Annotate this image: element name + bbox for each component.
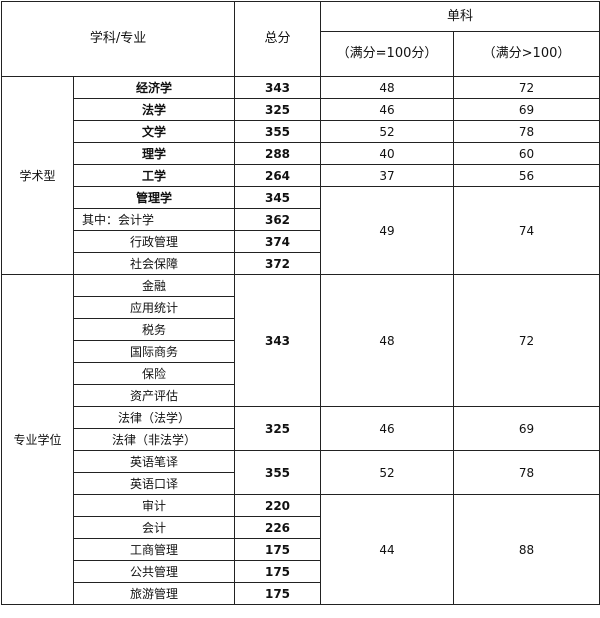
subject-cell: 旅游管理 (72, 582, 236, 605)
category-cell: 学术型 (1, 76, 74, 275)
subject-cell: 英语笔译 (72, 450, 236, 473)
total-cell: 175 (234, 582, 322, 605)
total-cell: 343 (234, 76, 322, 99)
score-100-cell: 40 (320, 142, 455, 165)
subject-cell: 文学 (72, 120, 236, 143)
total-cell: 288 (234, 142, 322, 165)
score-gt100-cell: 72 (453, 76, 600, 99)
subject-cell: 会计 (72, 516, 236, 539)
score-gt100-cell: 88 (453, 494, 600, 605)
total-cell: 325 (234, 406, 322, 451)
score-gt100-cell: 69 (453, 406, 600, 451)
subject-cell: 保险 (72, 362, 236, 385)
table-row: 法学 325 46 69 (2, 98, 600, 121)
table-row: 国际商务 (2, 340, 600, 363)
total-cell: 175 (234, 538, 322, 561)
table-row: 行政管理 374 (2, 230, 600, 253)
subject-cell: 公共管理 (72, 560, 236, 583)
table-row: 英语笔译 355 52 78 (2, 450, 600, 495)
table-row: 社会保障 372 (2, 252, 600, 275)
subject-cell: 工商管理 (72, 538, 236, 561)
subject-cell: 英语口译 (72, 472, 236, 495)
table-row: 审计 220 44 88 (2, 494, 600, 605)
score-100-cell: 44 (320, 494, 455, 605)
total-cell: 220 (234, 494, 322, 517)
table-row: 旅游管理 175 (2, 582, 600, 605)
score-gt100-cell: 56 (453, 164, 600, 187)
score-100-cell: 52 (320, 120, 455, 143)
header-subject: 学科/专业 (0, 1, 236, 77)
score-100-cell: 37 (320, 164, 455, 187)
subject-cell: 法律（法学） (72, 406, 236, 429)
header-single: 单科 (320, 0, 600, 33)
subject-cell: 审计 (72, 494, 236, 517)
table-row: 专业学位 金融 343 48 72 (1, 274, 600, 605)
subject-cell: 应用统计 (72, 296, 236, 319)
subject-cell: 国际商务 (72, 340, 236, 363)
score-100-cell: 48 (320, 274, 455, 407)
table-row: 会计 226 (2, 516, 600, 539)
category-cell: 专业学位 (1, 274, 74, 605)
subject-cell: 工学 (72, 164, 236, 187)
score-gt100-cell: 72 (453, 274, 600, 407)
score-100-cell: 52 (320, 450, 455, 495)
header-row: 学科/专业 总分 单科 (0, 0, 600, 77)
score-gt100-cell: 74 (453, 186, 600, 275)
score-100-cell: 49 (320, 186, 455, 275)
total-cell: 355 (234, 120, 322, 143)
table-row: 学术型 经济学 343 48 72 (1, 76, 600, 275)
header-single-100: （满分=100分） (320, 31, 455, 77)
subject-cell: 资产评估 (72, 384, 236, 407)
score-gt100-cell: 60 (453, 142, 600, 165)
subject-cell: 经济学 (72, 76, 236, 99)
score-100-cell: 46 (320, 98, 455, 121)
score-table: 学科/专业 总分 单科 （满分=100分） （满分>100） 学术型 经济学 343… (0, 0, 600, 605)
subject-cell: 税务 (72, 318, 236, 341)
total-cell: 372 (234, 252, 322, 275)
total-cell: 374 (234, 230, 322, 253)
score-gt100-cell: 69 (453, 98, 600, 121)
header-single-gt100: （满分>100） (453, 31, 600, 77)
score-gt100-cell: 78 (453, 450, 600, 495)
table-row: 理学 288 40 60 (2, 142, 600, 165)
score-100-cell: 48 (320, 76, 455, 99)
subject-cell: 法学 (72, 98, 236, 121)
total-cell: 175 (234, 560, 322, 583)
score-gt100-cell: 78 (453, 120, 600, 143)
table-row: 法律（法学） 325 46 69 (2, 406, 600, 451)
subject-cell: 行政管理 (72, 230, 236, 253)
total-cell: 325 (234, 98, 322, 121)
subject-cell: 法律（非法学） (72, 428, 236, 451)
table-row: 管理学 345 49 74 (2, 186, 600, 275)
score-100-cell: 46 (320, 406, 455, 451)
total-cell: 362 (234, 208, 322, 231)
total-cell: 264 (234, 164, 322, 187)
subject-cell: 金融 (72, 274, 236, 297)
header-subrow: （满分=100分） （满分>100） (2, 31, 600, 77)
total-cell: 355 (234, 450, 322, 495)
subject-cell: 理学 (72, 142, 236, 165)
total-cell: 345 (234, 186, 322, 209)
subject-cell: 管理学 (72, 186, 236, 209)
table-row: 工学 264 37 56 (2, 164, 600, 187)
subject-cell: 社会保障 (72, 252, 236, 275)
table-row: 文学 355 52 78 (2, 120, 600, 143)
total-cell: 343 (234, 274, 322, 407)
total-cell: 226 (234, 516, 322, 539)
subject-cell: 其中：会计学 (72, 208, 236, 231)
header-total: 总分 (234, 1, 322, 77)
